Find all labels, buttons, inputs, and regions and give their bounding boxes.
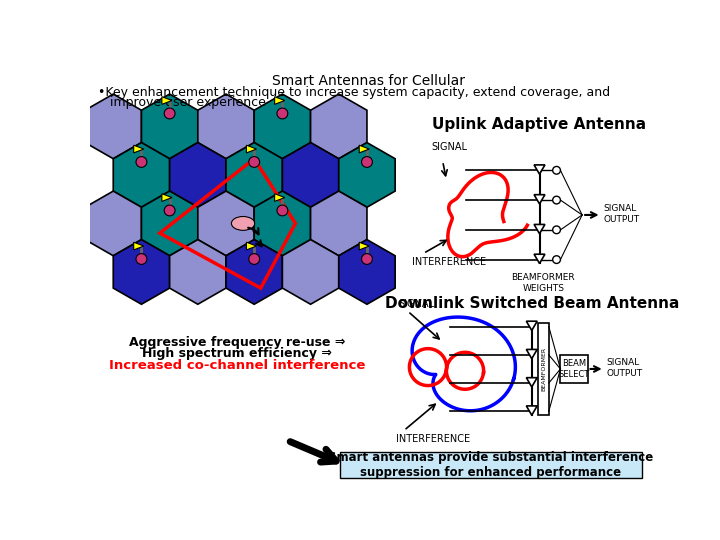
Text: BEAMFORMER: BEAMFORMER: [541, 347, 546, 391]
Polygon shape: [254, 94, 310, 159]
Polygon shape: [134, 145, 144, 153]
Ellipse shape: [231, 217, 255, 231]
Text: Smart antennas provide substantial interference
suppression for enhanced perform: Smart antennas provide substantial inter…: [328, 451, 653, 479]
Circle shape: [136, 157, 147, 167]
Polygon shape: [141, 191, 198, 256]
Polygon shape: [526, 377, 537, 387]
Circle shape: [277, 108, 288, 119]
Polygon shape: [359, 242, 369, 250]
Polygon shape: [170, 240, 226, 304]
Polygon shape: [246, 242, 256, 250]
Polygon shape: [534, 165, 545, 174]
Text: SIGNAL
OUTPUT: SIGNAL OUTPUT: [603, 205, 639, 224]
Circle shape: [553, 166, 560, 174]
FancyBboxPatch shape: [559, 355, 588, 383]
Polygon shape: [526, 321, 537, 330]
Polygon shape: [162, 97, 172, 104]
Circle shape: [136, 254, 147, 265]
Polygon shape: [198, 191, 254, 256]
Polygon shape: [339, 143, 395, 207]
Text: BEAMFORMER
WEIGHTS: BEAMFORMER WEIGHTS: [512, 273, 575, 293]
Circle shape: [361, 254, 372, 265]
Polygon shape: [282, 240, 339, 304]
Polygon shape: [85, 94, 141, 159]
Circle shape: [553, 196, 560, 204]
Polygon shape: [246, 145, 256, 153]
Polygon shape: [198, 94, 254, 159]
Text: improve user experience: improve user experience: [98, 96, 266, 110]
Text: Aggressive frequency re-use ⇒: Aggressive frequency re-use ⇒: [129, 336, 346, 349]
Circle shape: [249, 157, 260, 167]
Text: INTERFERENCE: INTERFERENCE: [412, 257, 486, 267]
Polygon shape: [282, 143, 339, 207]
Text: Increased co-channel interference: Increased co-channel interference: [109, 359, 366, 372]
Polygon shape: [85, 191, 141, 256]
FancyBboxPatch shape: [341, 452, 642, 478]
Text: BEAM
SELECT: BEAM SELECT: [559, 359, 590, 379]
Text: SIGNAL: SIGNAL: [431, 142, 467, 152]
Polygon shape: [134, 242, 144, 250]
Polygon shape: [113, 143, 170, 207]
Polygon shape: [170, 143, 226, 207]
Text: Downlink Switched Beam Antenna: Downlink Switched Beam Antenna: [384, 296, 679, 311]
Polygon shape: [526, 349, 537, 359]
Polygon shape: [113, 240, 170, 304]
Text: 19: 19: [624, 464, 640, 477]
Polygon shape: [274, 97, 284, 104]
Polygon shape: [254, 191, 310, 256]
Polygon shape: [339, 240, 395, 304]
Text: SIGNAL
OUTPUT: SIGNAL OUTPUT: [606, 359, 642, 378]
Text: Smart Antennas for Cellular: Smart Antennas for Cellular: [272, 74, 466, 88]
Circle shape: [553, 226, 560, 234]
Text: INTERFERENCE: INTERFERENCE: [396, 434, 470, 444]
Text: Uplink Adaptive Antenna: Uplink Adaptive Antenna: [433, 117, 647, 132]
Circle shape: [277, 205, 288, 216]
Polygon shape: [226, 240, 282, 304]
Polygon shape: [226, 143, 282, 207]
Circle shape: [361, 157, 372, 167]
Polygon shape: [359, 145, 369, 153]
Polygon shape: [526, 406, 537, 415]
Polygon shape: [274, 194, 284, 201]
Text: High spectrum efficiency ⇒: High spectrum efficiency ⇒: [143, 347, 332, 360]
Polygon shape: [310, 94, 367, 159]
Polygon shape: [310, 191, 367, 256]
Polygon shape: [534, 225, 545, 234]
Polygon shape: [141, 94, 198, 159]
Circle shape: [164, 205, 175, 216]
Polygon shape: [534, 195, 545, 204]
FancyBboxPatch shape: [538, 323, 549, 415]
Polygon shape: [162, 194, 172, 201]
Circle shape: [164, 108, 175, 119]
Polygon shape: [534, 254, 545, 264]
Text: SIGNAL: SIGNAL: [398, 299, 434, 309]
Circle shape: [553, 256, 560, 264]
Circle shape: [249, 254, 260, 265]
Text: •Key enhancement technique to increase system capacity, extend coverage, and: •Key enhancement technique to increase s…: [98, 86, 610, 99]
